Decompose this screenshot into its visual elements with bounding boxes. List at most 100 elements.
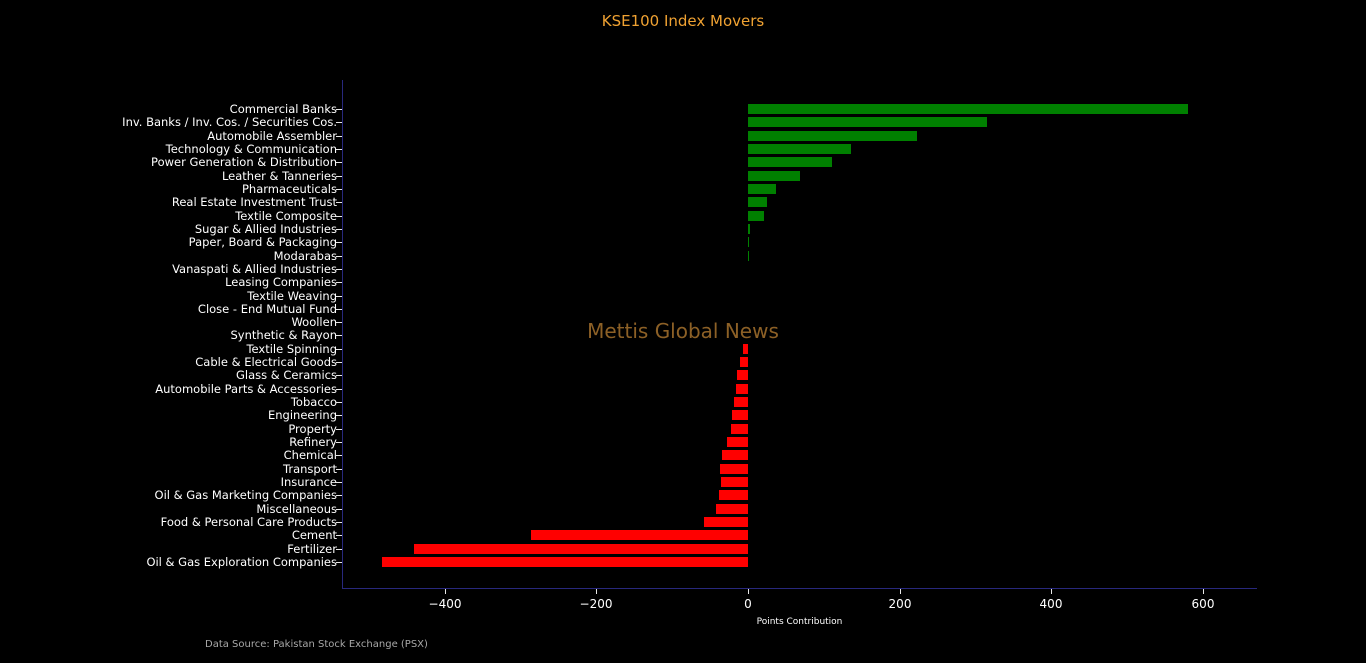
- x-axis-label: Points Contribution: [756, 617, 843, 627]
- y-tick-label: Modarabas: [273, 248, 337, 263]
- y-tick-label: Insurance: [280, 475, 337, 490]
- data-source-note: Data Source: Pakistan Stock Exchange (PS…: [205, 639, 428, 650]
- y-tick-mark: [336, 362, 342, 364]
- bar-negative: [704, 517, 748, 528]
- x-tick-mark: [596, 589, 597, 594]
- y-tick-label: Engineering: [268, 408, 337, 423]
- y-tick-mark: [336, 188, 342, 190]
- y-tick-mark: [336, 375, 342, 377]
- y-tick-mark: [336, 175, 342, 177]
- y-tick-mark: [336, 109, 342, 110]
- bar-negative: [736, 383, 748, 394]
- x-tick-label: −200: [579, 597, 613, 611]
- bar-negative: [414, 543, 748, 554]
- y-tick-mark: [336, 522, 342, 524]
- y-tick-label: Synthetic & Rayon: [230, 328, 338, 343]
- y-tick-label: Paper, Board & Packaging: [188, 235, 337, 250]
- y-tick-mark: [336, 388, 342, 390]
- y-tick-label: Cement: [291, 528, 337, 543]
- bar-negative: [740, 357, 748, 368]
- y-tick-mark: [336, 348, 342, 350]
- y-tick-mark: [336, 455, 342, 457]
- y-tick-mark: [336, 468, 342, 470]
- bar-positive: [748, 170, 800, 181]
- bar-positive: [748, 130, 917, 141]
- y-tick-mark: [336, 202, 342, 204]
- y-tick-label: Sugar & Allied Industries: [194, 221, 337, 236]
- y-tick-label: Textile Weaving: [247, 288, 337, 303]
- y-tick-label: Woollen: [291, 315, 337, 330]
- x-tick-label: 200: [888, 597, 912, 611]
- bar-negative: [720, 463, 748, 474]
- y-tick-mark: [336, 228, 342, 230]
- y-tick-label: Real Estate Investment Trust: [171, 195, 337, 210]
- y-tick-mark: [336, 495, 342, 497]
- y-tick-mark: [336, 295, 342, 297]
- y-tick-mark: [336, 415, 342, 417]
- y-tick-mark: [336, 242, 342, 244]
- bar-negative: [531, 530, 748, 541]
- bar-positive: [748, 117, 987, 128]
- y-tick-label: Automobile Parts & Accessories: [155, 381, 337, 396]
- y-tick-mark: [336, 322, 342, 324]
- y-tick-label: Automobile Assembler: [207, 128, 337, 143]
- y-tick-label: Glass & Ceramics: [235, 368, 337, 383]
- bar-negative: [721, 477, 748, 488]
- y-tick-label: Close - End Mutual Fund: [197, 301, 337, 316]
- bar-negative: [727, 437, 748, 448]
- plot-area: Mettis Global News: [343, 80, 1256, 588]
- y-tick-label: Oil & Gas Marketing Companies: [154, 488, 337, 503]
- y-tick-label: Fertilizer: [287, 541, 337, 556]
- y-tick-label: Cable & Electrical Goods: [195, 355, 337, 370]
- bar-negative: [731, 423, 748, 434]
- bar-positive: [748, 157, 832, 168]
- y-tick-mark: [336, 535, 342, 537]
- y-tick-mark: [336, 508, 342, 510]
- y-tick-mark: [336, 482, 342, 484]
- bar-positive: [748, 223, 750, 234]
- y-tick-label: Inv. Banks / Inv. Cos. / Securities Cos.: [122, 115, 337, 130]
- bar-positive: [748, 143, 851, 154]
- y-tick-label: Textile Composite: [235, 208, 337, 223]
- y-tick-mark: [336, 122, 342, 124]
- y-tick-label: Leather & Tanneries: [221, 168, 337, 183]
- y-tick-mark: [336, 255, 342, 257]
- chart-title: KSE100 Index Movers: [601, 12, 765, 30]
- bar-negative: [719, 490, 748, 501]
- y-tick-mark: [336, 548, 342, 550]
- x-tick-mark: [900, 589, 901, 594]
- bar-negative: [737, 370, 748, 381]
- y-tick-label: Pharmaceuticals: [242, 181, 337, 196]
- x-tick-mark: [748, 589, 749, 594]
- watermark: Mettis Global News: [587, 319, 779, 343]
- y-tick-mark: [336, 335, 342, 337]
- bar-positive: [748, 237, 749, 248]
- y-tick-label: Textile Spinning: [246, 341, 337, 356]
- x-tick-label: 0: [744, 597, 752, 611]
- y-tick-label: Tobacco: [290, 395, 337, 410]
- bar-negative: [732, 410, 748, 421]
- y-tick-label: Commercial Banks: [229, 102, 337, 116]
- y-tick-label: Vanaspati & Allied Industries: [172, 261, 337, 276]
- y-tick-label: Food & Personal Care Products: [160, 515, 337, 530]
- x-tick-mark: [445, 589, 446, 594]
- bar-negative: [382, 556, 748, 567]
- x-tick-label: 400: [1039, 597, 1063, 611]
- y-tick-mark: [336, 282, 342, 284]
- y-tick-label: Refinery: [289, 435, 337, 450]
- bar-positive: [748, 250, 749, 261]
- y-tick-mark: [336, 402, 342, 404]
- y-tick-label: Property: [288, 421, 337, 436]
- y-tick-mark: [336, 215, 342, 217]
- bar-negative: [722, 450, 748, 461]
- bar-positive: [748, 210, 764, 221]
- y-tick-label: Technology & Communication: [165, 141, 337, 156]
- x-tick-label: −400: [428, 597, 462, 611]
- x-tick-label: 600: [1191, 597, 1215, 611]
- y-tick-label: Chemical: [283, 448, 337, 463]
- y-tick-mark: [336, 428, 342, 430]
- y-tick-mark: [336, 308, 342, 310]
- y-tick-mark: [336, 561, 342, 563]
- y-tick-mark: [336, 135, 342, 137]
